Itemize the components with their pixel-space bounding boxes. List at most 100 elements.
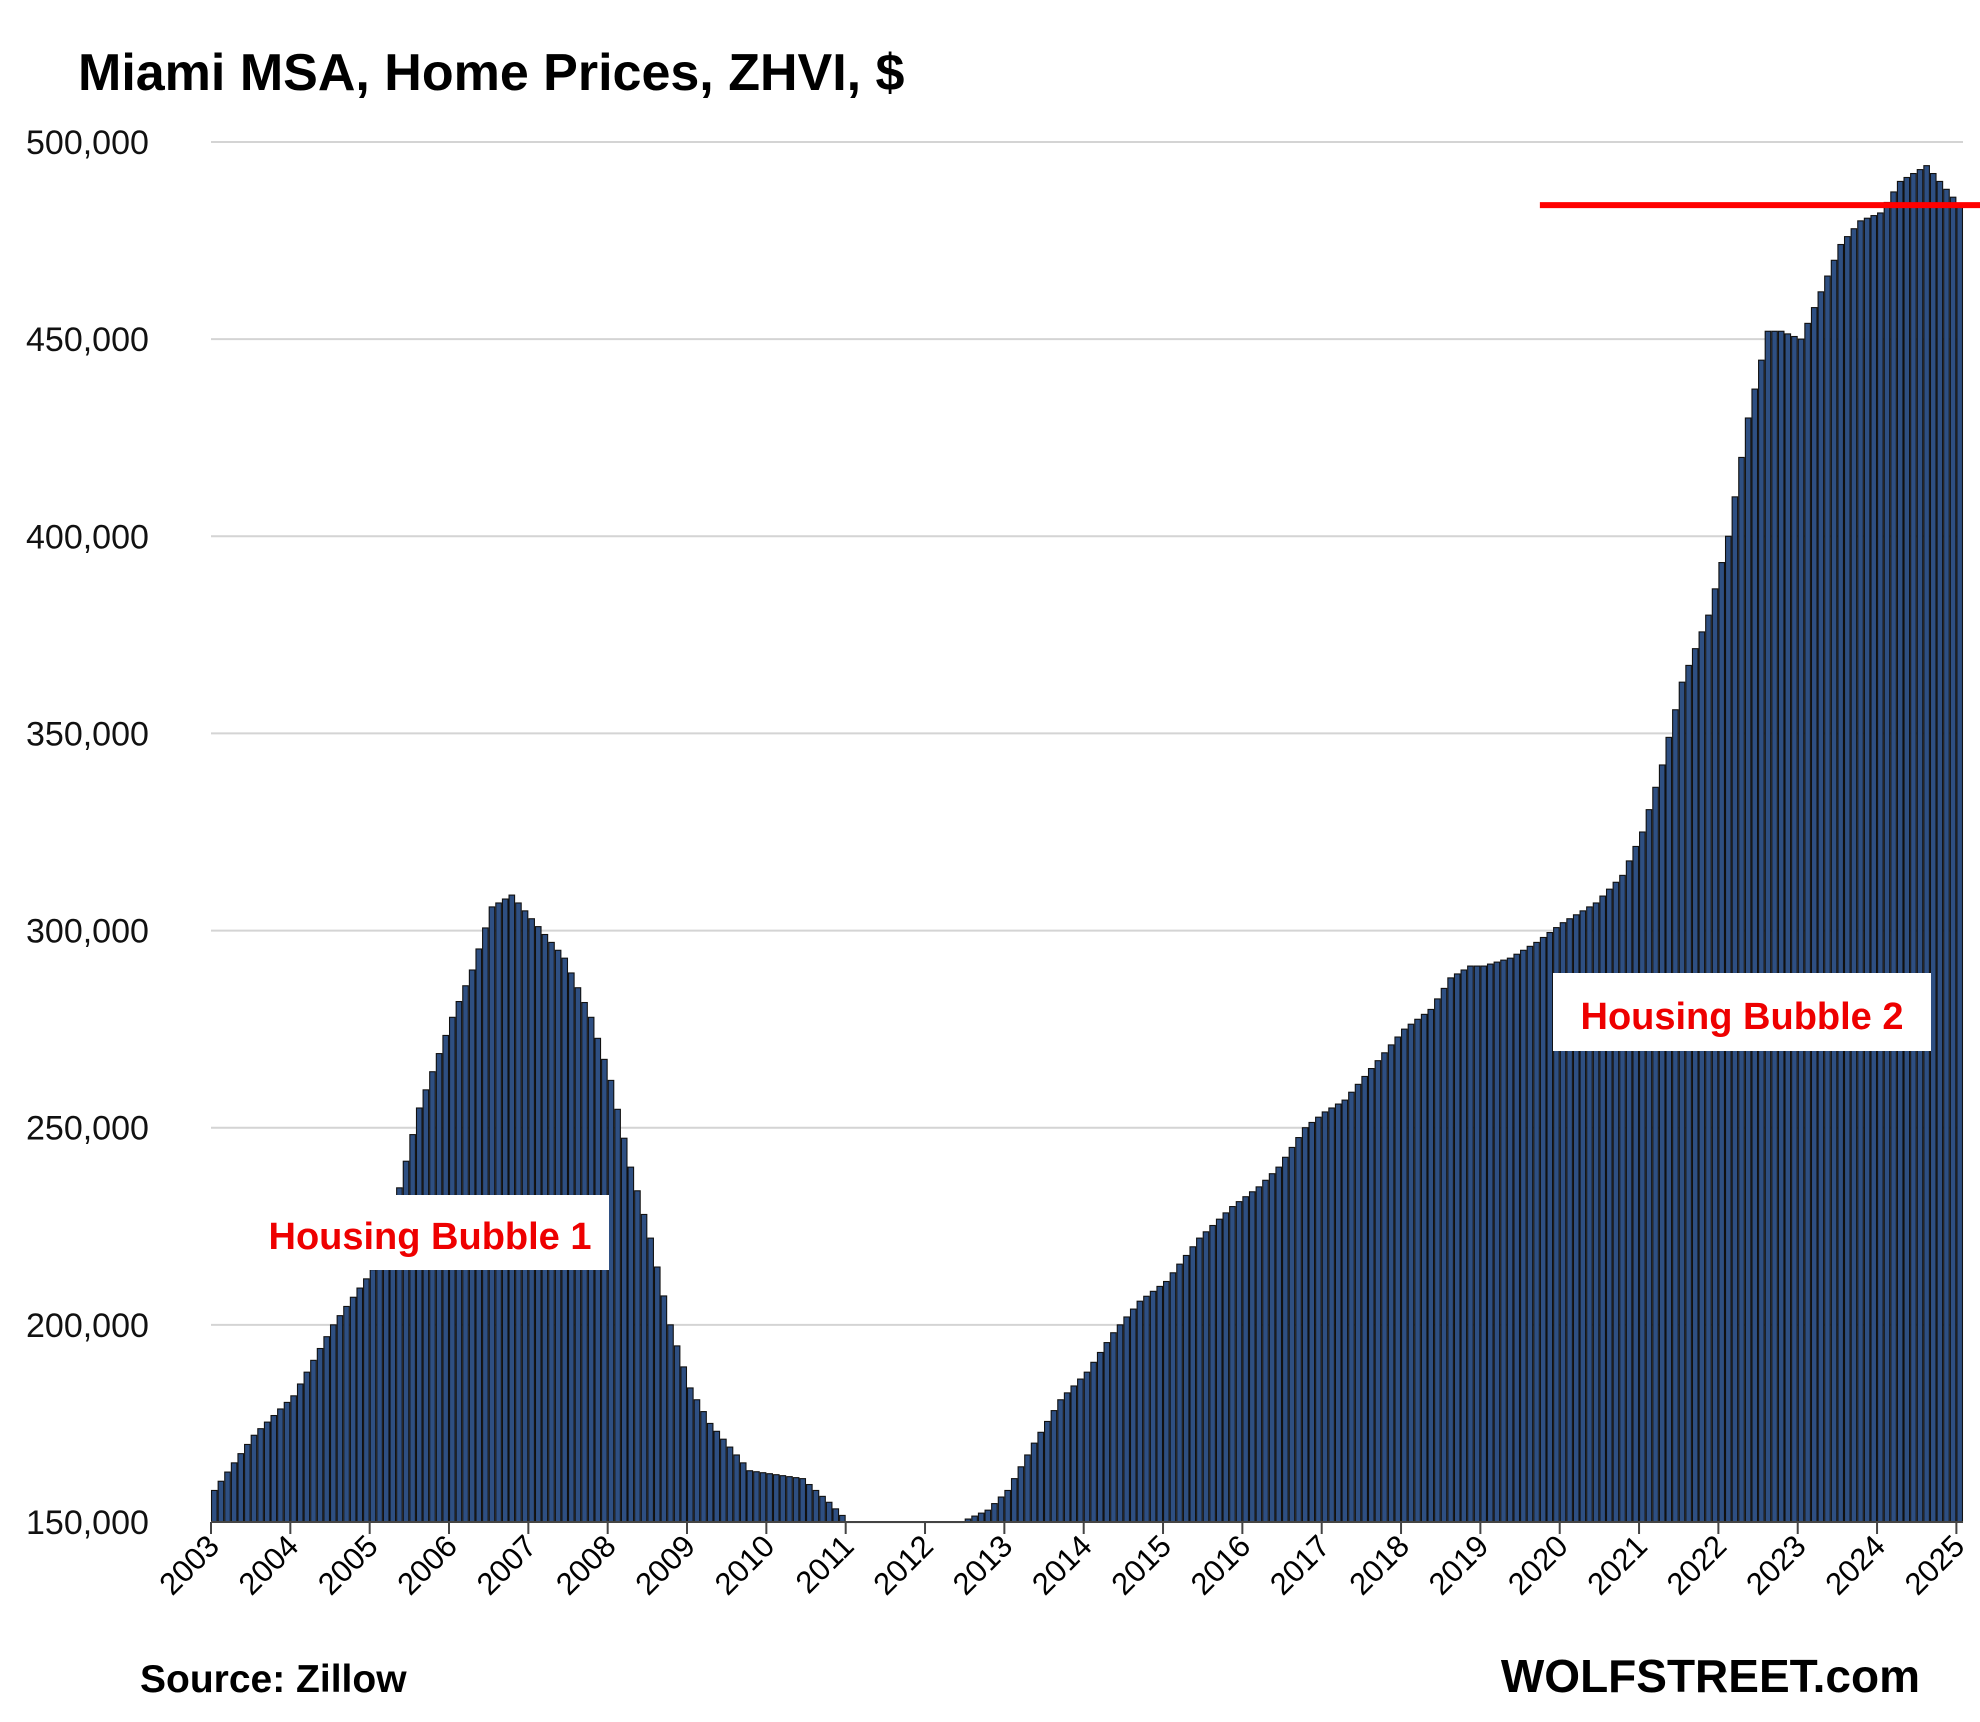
data-bar	[1202, 1231, 1210, 1523]
data-bar	[363, 1278, 370, 1523]
data-bar	[1348, 1091, 1355, 1523]
x-tick-label: 2023	[1739, 1528, 1813, 1602]
data-bar	[1321, 1111, 1329, 1523]
data-bar	[382, 1232, 390, 1523]
data-bar	[1910, 172, 1917, 1523]
x-tick-label: 2012	[866, 1528, 940, 1602]
y-tick-label: 400,000	[26, 518, 149, 556]
data-bar	[706, 1422, 714, 1523]
data-bar	[1539, 936, 1547, 1523]
data-bar	[1916, 169, 1924, 1523]
data-bar	[1367, 1068, 1375, 1523]
data-bar	[799, 1478, 807, 1523]
data-bar	[409, 1134, 416, 1523]
data-bar	[1691, 648, 1699, 1523]
data-bar	[1797, 338, 1805, 1523]
x-tick-label: 2009	[628, 1528, 702, 1602]
data-bar	[1698, 631, 1706, 1523]
data-bar	[1077, 1378, 1084, 1523]
data-bar	[1341, 1099, 1349, 1523]
data-bar	[1262, 1179, 1269, 1523]
y-axis-ticks: 500,000 450,000 400,000 350,000 300,000 250,0…	[26, 124, 149, 1542]
data-bar	[634, 1190, 641, 1523]
x-tick-label: 2008	[549, 1528, 623, 1602]
data-bar	[1500, 959, 1507, 1523]
annotation-bubble-1: Housing Bubble 1	[252, 1195, 609, 1270]
data-bar	[594, 1037, 602, 1523]
y-tick-label: 450,000	[26, 321, 149, 359]
data-bar	[1678, 681, 1686, 1523]
data-bar	[984, 1509, 992, 1523]
data-bar	[1883, 201, 1891, 1523]
data-bar	[1506, 957, 1514, 1523]
data-bar	[1513, 953, 1521, 1523]
data-bar	[244, 1443, 251, 1523]
data-bar	[1024, 1454, 1031, 1523]
data-bar	[1136, 1300, 1144, 1523]
data-bar	[1129, 1308, 1137, 1523]
data-bar	[627, 1166, 635, 1523]
data-bar	[303, 1371, 311, 1523]
x-tick-label: 2022	[1660, 1528, 1734, 1602]
data-bar	[667, 1324, 674, 1523]
data-bar	[224, 1471, 231, 1523]
data-bar	[1493, 961, 1501, 1523]
data-bar	[270, 1414, 278, 1523]
data-bar	[1850, 228, 1858, 1523]
data-bar	[1248, 1191, 1256, 1523]
x-tick-label: 2025	[1898, 1528, 1972, 1602]
data-bar	[263, 1421, 271, 1523]
data-bar	[673, 1345, 681, 1523]
data-bar	[693, 1399, 701, 1523]
x-tick-label: 2006	[390, 1528, 464, 1602]
x-tick-label: 2021	[1580, 1528, 1654, 1602]
data-bar	[1486, 963, 1494, 1523]
data-bar	[210, 1489, 218, 1523]
data-bar	[1672, 709, 1679, 1523]
data-bar	[310, 1359, 317, 1523]
data-bar	[316, 1347, 324, 1523]
data-bar	[786, 1476, 793, 1523]
y-tick-label: 350,000	[26, 715, 149, 753]
data-bar	[614, 1108, 621, 1523]
data-bar	[1929, 172, 1937, 1523]
data-bar	[1936, 180, 1944, 1523]
data-bar	[733, 1454, 740, 1523]
data-bar	[1189, 1246, 1197, 1523]
data-bar	[1804, 322, 1811, 1523]
data-bar	[686, 1387, 694, 1523]
data-bar	[1896, 180, 1904, 1523]
data-bar	[1215, 1218, 1223, 1523]
data-bar	[1639, 831, 1646, 1523]
data-bar	[753, 1471, 760, 1523]
x-tick-label: 2007	[470, 1528, 544, 1602]
data-bar	[1229, 1206, 1236, 1523]
x-tick-label: 2018	[1342, 1528, 1416, 1602]
data-bar	[435, 1053, 443, 1523]
data-bar	[726, 1446, 734, 1523]
data-bar	[647, 1237, 654, 1523]
data-bar	[1817, 291, 1825, 1523]
data-bar	[1440, 987, 1448, 1523]
data-bar	[1222, 1212, 1230, 1523]
data-bar	[1110, 1332, 1117, 1523]
data-bar	[1758, 359, 1765, 1523]
data-bar	[1665, 736, 1673, 1523]
data-bar	[1956, 204, 1964, 1523]
data-bar	[1328, 1107, 1335, 1523]
data-bar	[1010, 1478, 1018, 1523]
data-bar	[1103, 1342, 1111, 1523]
data-bar	[792, 1477, 800, 1523]
data-bar	[991, 1503, 998, 1523]
data-bar	[1903, 176, 1911, 1523]
x-tick-label: 2017	[1263, 1528, 1337, 1602]
data-bar	[376, 1250, 383, 1523]
data-bar	[1030, 1442, 1038, 1523]
data-bar	[1255, 1186, 1263, 1523]
data-bar	[237, 1453, 245, 1523]
data-bar	[1473, 965, 1481, 1523]
data-bar	[1837, 243, 1845, 1523]
data-bar	[832, 1508, 840, 1523]
brand-watermark: WOLFSTREET.com	[1501, 1650, 1920, 1702]
